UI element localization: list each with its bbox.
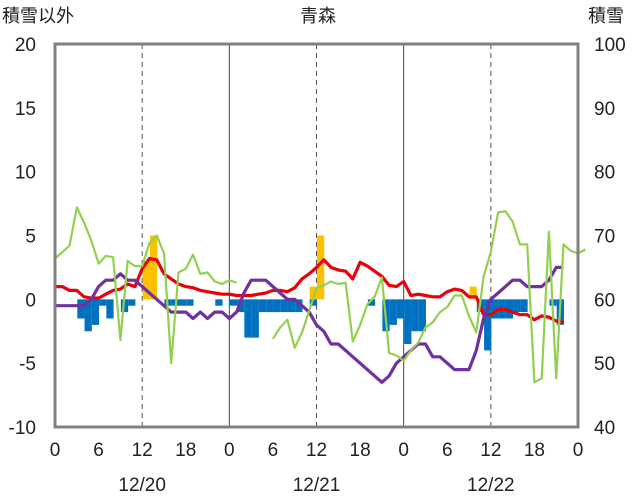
right-tick-label: 60	[594, 290, 615, 311]
bar-blue-3	[99, 299, 107, 306]
right-tick-label: 40	[594, 418, 615, 439]
left-tick-label: 20	[15, 35, 36, 56]
left-axis-label: 積雪以外	[2, 6, 74, 27]
bar-blue-18	[258, 299, 267, 313]
bar-blue-2	[91, 299, 100, 325]
right-tick-label: 50	[594, 354, 615, 375]
x-tick-label: 18	[350, 440, 371, 461]
x-tick-label: 6	[442, 440, 453, 461]
date-label: 12/21	[293, 475, 341, 496]
x-tick-label: 0	[50, 440, 61, 461]
x-tick-label: 0	[224, 440, 235, 461]
x-tick-label: 0	[573, 440, 584, 461]
bar-orange-26	[309, 286, 317, 300]
plot-frame	[53, 42, 580, 429]
chart-title: 青森	[300, 6, 336, 27]
x-tick-label: 12	[132, 440, 153, 461]
bar-blue-41	[520, 299, 528, 313]
x-tick-label: 18	[175, 440, 196, 461]
left-tick-label: 5	[25, 227, 36, 248]
right-tick-label: 90	[594, 99, 615, 120]
x-tick-label: 6	[268, 440, 279, 461]
bar-blue-31	[404, 299, 412, 345]
bar-blue-33	[418, 299, 426, 332]
bar-blue-13	[215, 299, 223, 306]
right-tick-label: 100	[594, 35, 626, 56]
bar-blue-23	[295, 299, 303, 313]
left-tick-label: 0	[25, 290, 36, 311]
bar-blue-4	[106, 299, 114, 319]
x-tick-label: 6	[93, 440, 104, 461]
right-axis-label: 積雪	[588, 6, 624, 27]
bar-blue-27	[367, 299, 376, 306]
right-tick-label: 70	[594, 227, 615, 248]
bar-blue-12	[186, 299, 194, 306]
bar-blue-37	[491, 299, 499, 319]
bar-blue-11	[178, 299, 187, 306]
bar-blue-6	[128, 299, 136, 306]
date-label: 12/20	[118, 475, 166, 496]
bar-blue-29	[389, 299, 397, 325]
bar-orange-25	[317, 235, 325, 300]
bar-blue-40	[513, 299, 521, 313]
series-line-green	[54, 206, 586, 384]
bar-blue-36	[484, 299, 492, 351]
x-tick-label: 12	[480, 440, 501, 461]
left-tick-label: 15	[15, 99, 36, 120]
bar-blue-22	[287, 299, 296, 313]
left-tick-label: -5	[19, 354, 36, 375]
bar-blue-19	[266, 299, 274, 313]
bar-blue-21	[280, 299, 288, 313]
bar-blue-0	[77, 299, 85, 319]
bar-orange-8	[149, 235, 158, 300]
left-tick-label: 10	[15, 163, 36, 184]
bar-blue-14	[229, 299, 238, 306]
bar-blue-39	[505, 299, 514, 319]
date-label: 12/22	[467, 475, 515, 496]
bar-blue-30	[396, 299, 405, 319]
bar-blue-16	[244, 299, 252, 338]
right-tick-label: 80	[594, 163, 615, 184]
bar-orange-34	[469, 286, 477, 300]
bar-blue-1	[84, 299, 92, 332]
x-tick-label: 0	[398, 440, 409, 461]
series-line-red	[55, 256, 564, 324]
x-tick-label: 12	[306, 440, 327, 461]
bar-blue-20	[273, 299, 281, 313]
bar-orange-7	[142, 261, 150, 300]
bar-blue-32	[411, 299, 419, 332]
bar-blue-24	[309, 299, 317, 306]
left-tick-label: -10	[9, 418, 36, 439]
x-tick-label: 18	[524, 440, 545, 461]
bar-blue-17	[251, 299, 259, 338]
